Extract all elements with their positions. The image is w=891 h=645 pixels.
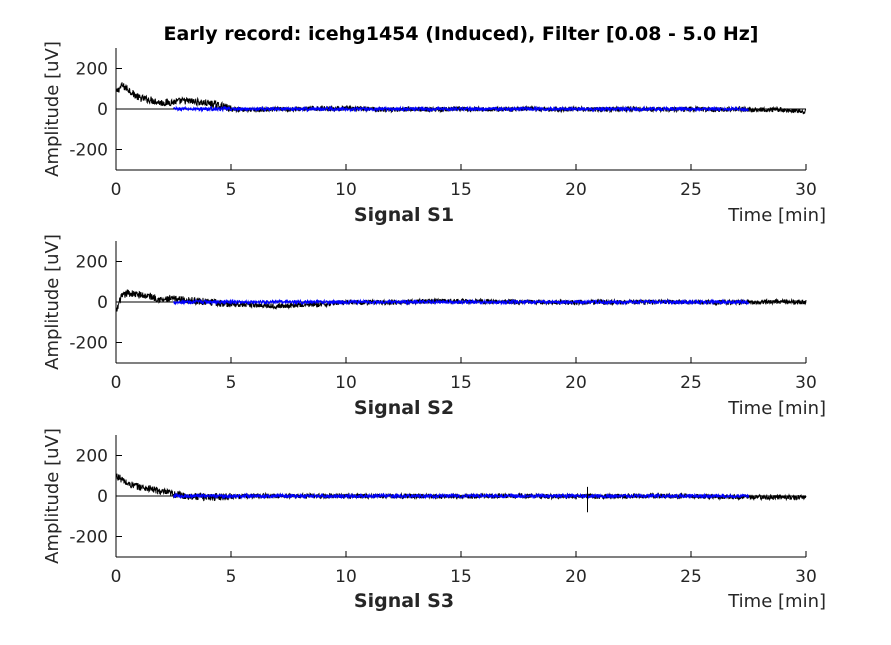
series-line-blue — [173, 298, 749, 306]
x-tick-label: 5 — [226, 567, 237, 587]
x-tick-label: 15 — [450, 180, 472, 200]
y-tick-label: -200 — [69, 141, 108, 161]
plot-layer — [115, 289, 807, 313]
panel-title: Signal S3 — [354, 590, 454, 612]
x-tick-label: 20 — [565, 567, 587, 587]
x-tick-label: 20 — [565, 373, 587, 393]
x-tick-label: 0 — [111, 180, 122, 200]
x-tick-label: 25 — [680, 567, 702, 587]
x-tick-label: 10 — [335, 373, 357, 393]
panel-title: Signal S2 — [354, 397, 454, 419]
y-tick-label: -200 — [69, 528, 108, 548]
y-tick-label: 0 — [97, 487, 108, 507]
x-tick-label: 0 — [111, 373, 122, 393]
x-tick-label: 5 — [226, 373, 237, 393]
x-tick-label: 25 — [680, 180, 702, 200]
y-tick-label: 0 — [97, 100, 108, 120]
x-tick-label: 15 — [450, 373, 472, 393]
panel-title: Signal S1 — [354, 204, 454, 226]
y-axis-title: Amplitude [uV] — [42, 428, 63, 564]
plot-layer — [115, 82, 807, 115]
y-tick-label: 200 — [76, 59, 108, 79]
x-tick-label: 15 — [450, 567, 472, 587]
x-tick-label: 5 — [226, 180, 237, 200]
x-tick-label: 30 — [795, 180, 817, 200]
y-axis-title: Amplitude [uV] — [42, 234, 63, 370]
series-line-blue — [173, 492, 749, 500]
x-tick-label: 25 — [680, 373, 702, 393]
x-tick-label: 30 — [795, 567, 817, 587]
y-tick-label: 0 — [97, 293, 108, 313]
x-tick-label: 10 — [335, 180, 357, 200]
y-tick-label: -200 — [69, 334, 108, 354]
x-axis-title: Time [min] — [727, 591, 826, 612]
x-tick-label: 30 — [795, 373, 817, 393]
x-axis-title: Time [min] — [727, 398, 826, 419]
y-tick-label: 200 — [76, 252, 108, 272]
figure-title: Early record: icehg1454 (Induced), Filte… — [164, 23, 759, 45]
y-tick-label: 200 — [76, 446, 108, 466]
x-axis-title: Time [min] — [727, 205, 826, 226]
x-tick-label: 10 — [335, 567, 357, 587]
y-axis-title: Amplitude [uV] — [42, 41, 63, 177]
plot-layer — [115, 473, 807, 513]
x-tick-label: 20 — [565, 180, 587, 200]
x-tick-label: 0 — [111, 567, 122, 587]
series-line-blue — [173, 105, 749, 113]
